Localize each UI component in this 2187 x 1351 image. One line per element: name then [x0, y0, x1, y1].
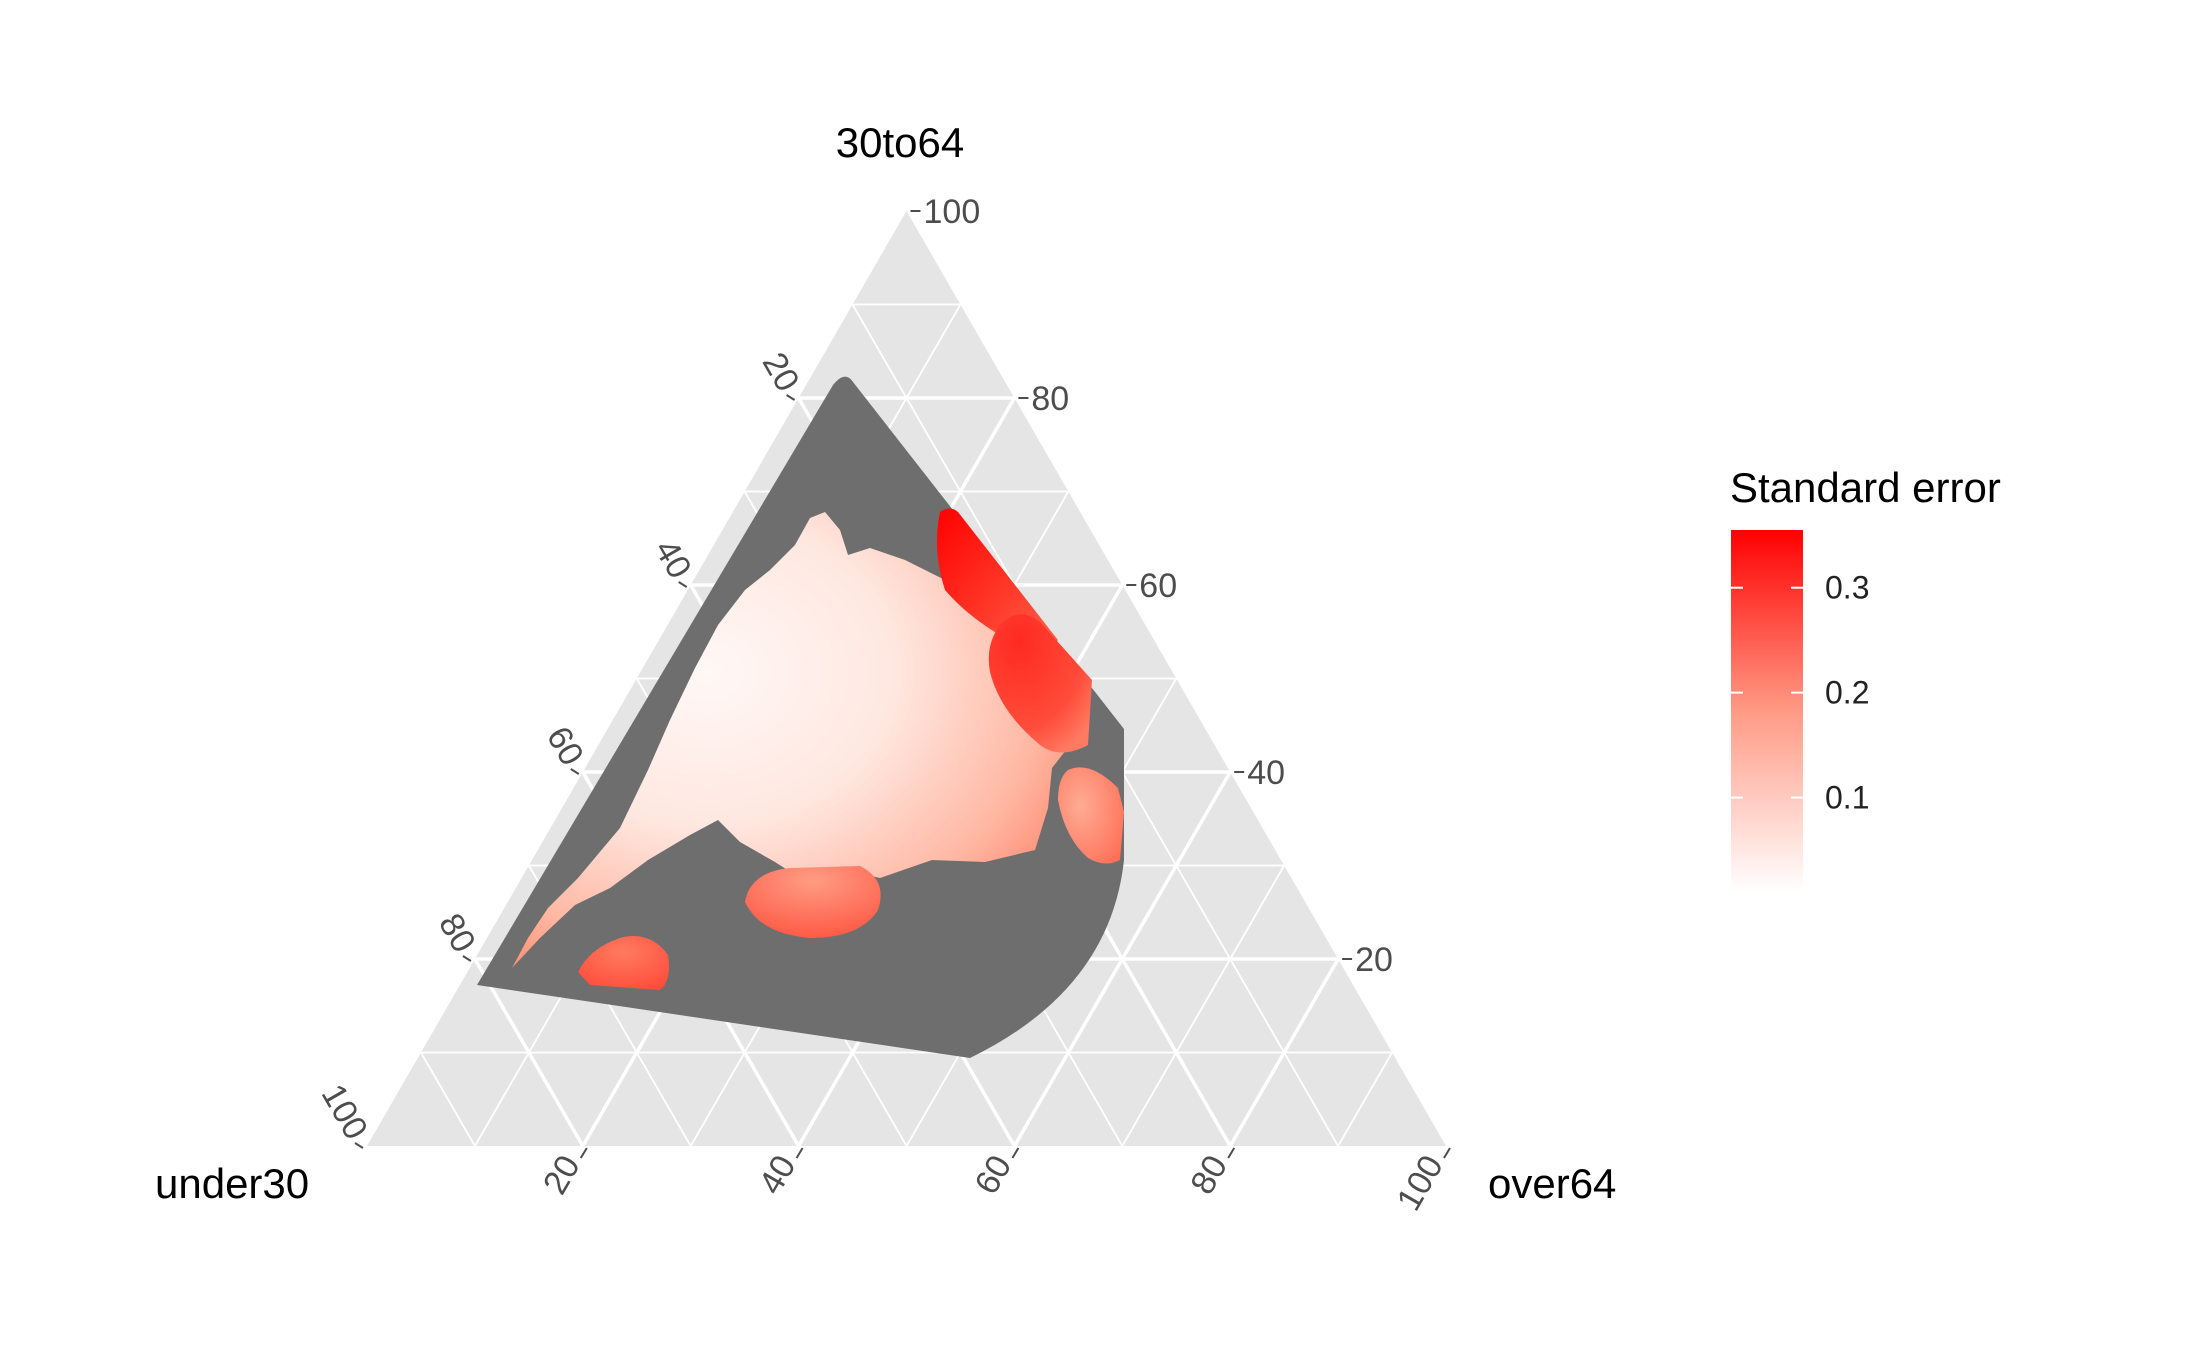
- left-axis-tick-label: 100: [314, 1078, 375, 1146]
- right-axis-tick-label: 100: [1390, 1149, 1451, 1217]
- top-axis-tick-label: 100: [924, 193, 981, 231]
- left-axis-tick-label: 40: [647, 533, 699, 585]
- minor-grid-line: [420, 1052, 476, 1147]
- legend-colorbar: [1731, 530, 1803, 892]
- legend-ticks: 0.1 0.2 0.3: [1731, 570, 1869, 816]
- central-low-error-region: [512, 512, 1070, 968]
- lower-middle-error-region: [745, 866, 881, 938]
- legend-tick-label: 0.1: [1825, 780, 1869, 816]
- top-axis-tick-label: 80: [1031, 380, 1069, 418]
- left-axis-tick-mark: [678, 581, 688, 588]
- major-grid-line: [1012, 771, 1232, 1147]
- minor-grid-line: [1121, 865, 1285, 1147]
- left-axis-tick-label: 60: [539, 720, 591, 772]
- right-axis-tick-mark: [579, 1147, 588, 1159]
- legend-title: Standard error: [1730, 464, 2001, 511]
- right-axis-title: over64: [1488, 1160, 1616, 1207]
- top-axis-tick-label: 20: [1355, 941, 1393, 979]
- right-edge-error-region: [1058, 767, 1124, 864]
- minor-grid-line: [1337, 1052, 1393, 1147]
- right-axis-tick-label: 20: [536, 1149, 588, 1201]
- left-axis-tick-label: 80: [431, 907, 483, 959]
- top-right-high-error-region: [936, 508, 1058, 651]
- right-axis-tick-mark: [1443, 1147, 1451, 1159]
- right-axis-tick-label: 80: [1183, 1149, 1235, 1201]
- major-grid-line: [473, 958, 585, 1147]
- left-axis-tick-mark: [462, 955, 472, 962]
- legend-tick-label: 0.3: [1825, 570, 1869, 606]
- top-axis-tick-label: 40: [1247, 754, 1285, 792]
- right-axis-tick-label: 60: [968, 1149, 1020, 1201]
- color-legend: Standard error 0.1 0.2 0.3: [1730, 464, 2001, 892]
- left-axis-tick-label: 20: [755, 346, 807, 398]
- bottom-left-error-region: [578, 936, 669, 990]
- legend-tick-label: 0.2: [1825, 675, 1869, 711]
- left-axis-title: under30: [155, 1160, 309, 1207]
- top-axis-title: 30to64: [836, 119, 964, 166]
- right-axis-tick-mark: [1227, 1147, 1236, 1159]
- top-axis-tick-label: 60: [1139, 567, 1177, 605]
- right-axis-tick-label: 40: [752, 1149, 804, 1201]
- right-axis-tick-mark: [1011, 1147, 1020, 1159]
- right-axis-tick-mark: [795, 1147, 804, 1159]
- mid-right-high-error-region: [988, 614, 1092, 753]
- major-grid-line: [1228, 958, 1340, 1147]
- left-axis-tick-mark: [570, 768, 580, 775]
- left-axis-tick-mark: [354, 1142, 364, 1149]
- left-axis-tick-mark: [786, 394, 796, 401]
